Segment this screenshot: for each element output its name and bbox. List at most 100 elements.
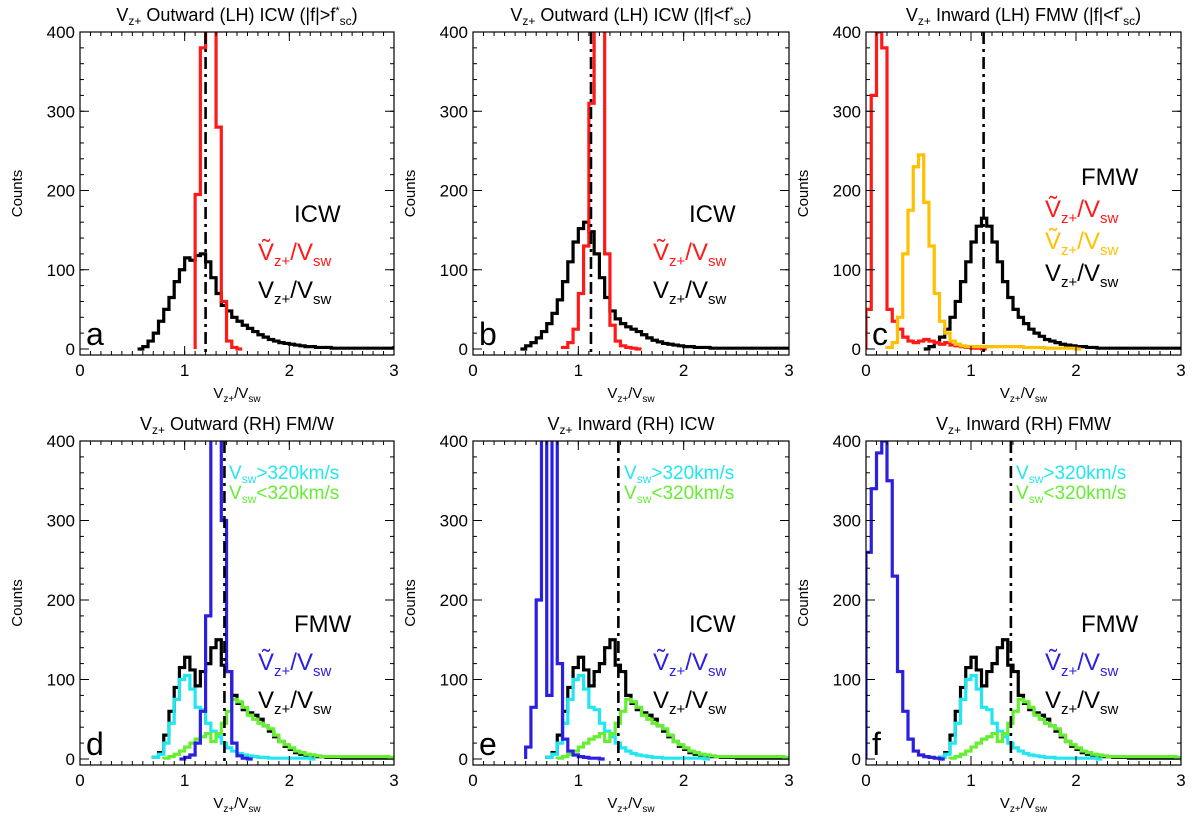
- mean-speed-ratio-label: Ṽz+/Vsw: [653, 649, 726, 680]
- y-tick-label: 200: [47, 182, 75, 201]
- x-tick-label: 0: [75, 771, 84, 790]
- y-tick-label: 400: [47, 23, 75, 42]
- panel-letter: c: [872, 316, 888, 352]
- y-tick-label: 300: [47, 102, 75, 121]
- y-tick-label: 200: [440, 591, 468, 610]
- mean-speed-ratio-label: Ṽz+/Vsw: [1045, 228, 1118, 259]
- series-group: [866, 32, 1181, 351]
- histogram-series-1: [937, 673, 1103, 761]
- x-tick-label: 2: [285, 771, 294, 790]
- panel-f: 0 1 2 3 0 100 200 300 400 Counts Vz+/Vsw Vz+ Inward…: [795, 414, 1186, 815]
- x-tick-label: 3: [389, 361, 398, 380]
- y-tick-label: 400: [440, 23, 468, 42]
- x-tick-label: 0: [75, 361, 84, 380]
- x-tick-label: 1: [966, 361, 975, 380]
- series-group: [151, 441, 394, 761]
- y-tick-label: 200: [47, 591, 75, 610]
- x-tick-label: 2: [1071, 771, 1080, 790]
- wave-type-label: ICW: [689, 201, 736, 228]
- wave-type-label: ICW: [294, 201, 341, 228]
- histogram-series-0: [923, 216, 1181, 351]
- histogram-series-2: [555, 697, 789, 761]
- x-tick-label: 0: [468, 771, 477, 790]
- histogram-series-0: [137, 252, 394, 351]
- panel-letter: f: [872, 726, 881, 762]
- y-tick-label: 100: [833, 261, 861, 280]
- x-tick-label: 1: [574, 771, 583, 790]
- x-tick-label: 0: [861, 361, 870, 380]
- speed-ratio-label: Vz+/Vsw: [653, 687, 726, 718]
- y-tick-label: 300: [833, 102, 861, 121]
- wave-type-label: FMW: [1081, 611, 1139, 638]
- y-tick-label: 0: [66, 340, 75, 359]
- y-axis-label: Counts: [402, 579, 419, 627]
- panel-letter: d: [86, 726, 104, 762]
- x-axis-label: Vz+/Vsw: [213, 795, 261, 815]
- y-tick-label: 400: [440, 432, 468, 451]
- y-tick-label: 0: [852, 340, 861, 359]
- x-tick-label: 3: [1176, 361, 1185, 380]
- x-axis-label: Vz+/Vsw: [607, 795, 655, 815]
- x-tick-label: 3: [784, 361, 793, 380]
- panel-letter: a: [86, 316, 104, 352]
- y-tick-label: 100: [440, 671, 468, 690]
- mean-speed-ratio-label: Ṽz+/Vsw: [653, 239, 726, 270]
- panel-d: 0 1 2 3 0 100 200 300 400 Counts Vz+/Vsw Vz+ Outwar…: [9, 414, 399, 815]
- histogram-series-2: [885, 153, 1082, 351]
- plot-frame: [472, 31, 790, 356]
- panel-letter: b: [479, 316, 497, 352]
- wave-type-label: FMW: [1081, 164, 1139, 191]
- y-tick-label: 100: [47, 671, 75, 690]
- wave-type-label: ICW: [689, 611, 736, 638]
- panel-title: Vz+ Outward (LH) ICW (|f|>f*sc): [116, 5, 357, 28]
- y-tick-label: 400: [47, 432, 75, 451]
- y-axis-label: Counts: [795, 170, 812, 218]
- speed-ratio-label: Vz+/Vsw: [258, 277, 331, 308]
- panel-e: 0 1 2 3 0 100 200 300 400 Counts Vz+/Vsw Vz+ Inward…: [402, 414, 794, 815]
- x-tick-label: 2: [679, 771, 688, 790]
- legend-entry: Vsw<320km/s: [624, 483, 734, 506]
- histogram-series-0: [520, 220, 789, 351]
- speed-ratio-label: Vz+/Vsw: [1045, 260, 1118, 291]
- y-axis-label: Counts: [402, 170, 419, 218]
- mean-speed-ratio-label: Ṽz+/Vsw: [1045, 649, 1118, 680]
- plot-frame: [79, 31, 395, 356]
- speed-ratio-label: Vz+/Vsw: [653, 277, 726, 308]
- y-tick-label: 200: [440, 182, 468, 201]
- panel-title: Vz+ Inward (LH) FMW (|f|<f*sc): [906, 5, 1141, 28]
- x-axis-label: Vz+/Vsw: [1000, 795, 1048, 815]
- y-tick-label: 0: [66, 750, 75, 769]
- x-tick-label: 3: [784, 771, 793, 790]
- y-tick-label: 300: [440, 102, 468, 121]
- y-tick-label: 300: [47, 512, 75, 531]
- wave-type-label: FMW: [294, 611, 352, 638]
- legend-entry: Vsw>320km/s: [624, 463, 734, 486]
- legend-entry: Vsw<320km/s: [229, 483, 339, 506]
- x-tick-label: 2: [285, 361, 294, 380]
- x-axis-label: Vz+/Vsw: [1000, 385, 1048, 405]
- histogram-series-1: [560, 32, 642, 351]
- x-tick-label: 1: [180, 771, 189, 790]
- y-tick-label: 400: [833, 23, 861, 42]
- x-tick-label: 1: [966, 771, 975, 790]
- legend-entry: Vsw>320km/s: [1016, 463, 1126, 486]
- x-tick-label: 2: [1071, 361, 1080, 380]
- legend-entry: Vsw>320km/s: [229, 463, 339, 486]
- mean-speed-ratio-label: Ṽz+/Vsw: [258, 649, 331, 680]
- panel-letter: e: [479, 726, 497, 762]
- mean-speed-ratio-label: Ṽz+/Vsw: [258, 239, 331, 270]
- histogram-series-3: [866, 441, 945, 761]
- histogram-series-1: [866, 32, 987, 351]
- y-axis-label: Counts: [795, 579, 812, 627]
- y-tick-label: 100: [47, 261, 75, 280]
- mean-speed-ratio-label: Ṽz+/Vsw: [1045, 196, 1118, 227]
- series-group: [137, 32, 394, 351]
- y-axis-label: Counts: [9, 579, 26, 627]
- y-tick-label: 300: [833, 512, 861, 531]
- speed-ratio-label: Vz+/Vsw: [258, 687, 331, 718]
- y-tick-label: 200: [833, 182, 861, 201]
- y-tick-label: 400: [833, 432, 861, 451]
- y-tick-label: 200: [833, 591, 861, 610]
